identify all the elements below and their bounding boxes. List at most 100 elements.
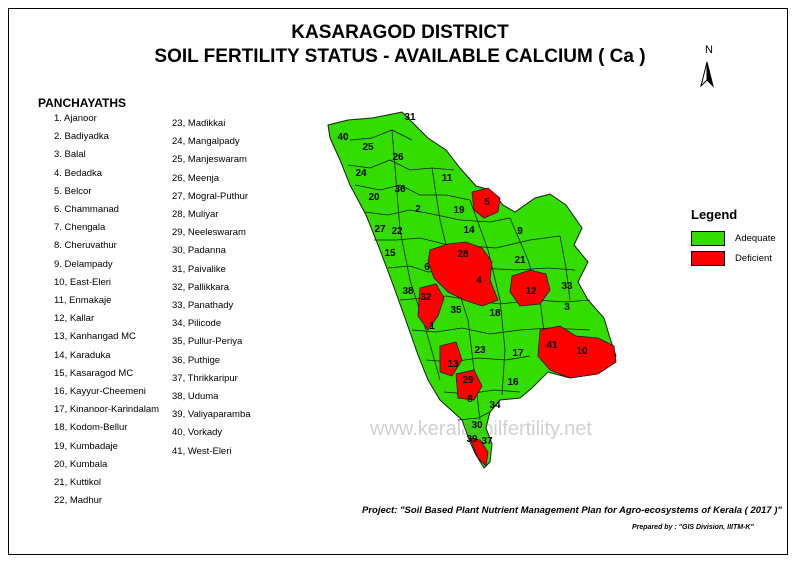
legend-swatch-deficient [691,251,725,266]
region-29 [455,369,483,401]
region-label-27: 27 [374,224,386,235]
panchayath-entry: 30, Padanna [172,245,226,257]
region-label-3: 3 [564,302,570,313]
panchayath-entry: 5. Belcor [54,185,92,197]
panchayath-entry: 39, Valiyaparamba [172,409,251,421]
region-label-12: 12 [525,286,537,297]
panchayath-entry: 19, Kumbadaje [54,440,118,452]
panchayath-entry: 24, Mangalpady [172,136,240,148]
region-label-9: 9 [517,226,523,237]
panchayath-entry: 37, Thrikkaripur [172,372,238,384]
panchayath-entry: 18, Kodom-Bellur [54,422,128,434]
prepared-by: Prepared by : "GIS Division, IIITM-K" [632,524,754,531]
legend-label-adequate: Adequate [735,233,776,245]
watermark: www.keralasoilfertility.net [370,418,592,440]
region-label-35: 35 [450,305,462,316]
map-title: KASARAGOD DISTRICT [291,22,509,43]
region-label-4: 4 [476,275,482,286]
region-label-23: 23 [474,345,486,356]
region-label-26: 26 [392,152,404,163]
region-label-36: 36 [394,184,406,195]
region-label-10: 10 [576,346,588,357]
panchayaths-heading: PANCHAYATHS [38,96,127,110]
panchayath-entry: 17, Kinanoor-Karindalam [54,404,160,416]
panchayath-entry: 32, Pallikkara [172,281,230,293]
map-frame [8,8,788,555]
region-label-15: 15 [384,248,396,259]
region-32 [417,283,445,331]
panchayath-entry: 34, Pilicode [172,318,222,330]
region-28-4 [427,241,499,307]
panchayath-entry: 23, Madikkai [172,118,226,129]
region-label-14: 14 [463,225,475,236]
region-label-16: 16 [507,377,519,388]
panchayath-entry: 4. Bedadka [54,167,103,179]
panchayath-entry: 36, Puthige [172,354,221,366]
panchayath-entry: 35, Pullur-Periya [172,336,243,348]
region-label-24: 24 [355,168,367,179]
region-label-21: 21 [514,255,526,266]
legend-label-deficient: Deficient [735,253,772,265]
panchayath-entry: 11, Enmakaje [54,295,112,307]
panchayath-entry: 26, Meenja [172,172,220,184]
panchayath-entry: 40, Vorkady [172,427,223,439]
deficient-regions [417,187,617,467]
region-label-20: 20 [368,192,380,203]
region-label-22: 22 [391,226,403,237]
legend-item-deficient: Deficient [691,251,772,266]
region-label-32: 32 [420,292,432,303]
region-label-28: 28 [457,249,469,260]
region-13 [439,341,463,377]
region-coastal-strip [469,437,489,467]
panchayath-list-col1: 1. Ajanoor 2. Badiyadka 3. Balal 4. Bedadka… [54,110,159,510]
legend-swatch-adequate [691,231,725,246]
region-label-2: 2 [415,204,421,215]
region-label-5: 5 [484,197,490,208]
panchayath-entry: 12, Kallar [54,313,95,325]
region-label-1: 1 [429,321,435,332]
panchayath-entry: 10, East-Eleri [54,276,112,288]
panchayath-entry: 38, Uduma [172,391,219,403]
region-label-30: 30 [471,420,483,431]
region-label-33: 33 [561,281,573,292]
region-label-39: 39 [466,434,478,445]
panchayath-entry: 8. Cheruvathur [54,240,117,252]
panchayath-entry: 22, Madhur [54,495,103,507]
region-5 [471,187,501,219]
region-41-10 [537,325,617,379]
region-label-11: 11 [442,173,453,184]
north-arrow-icon [700,61,714,88]
panchayath-entry: 33, Panathady [172,300,234,312]
map-subtitle: SOIL FERTILITY STATUS - AVAILABLE CALCIU… [154,46,646,67]
region-label-37: 37 [481,436,493,447]
region-label-41: 41 [546,340,558,351]
panchayath-entry: 27, Mogral-Puthur [172,190,249,202]
region-label-29: 29 [462,375,474,386]
region-label-34: 34 [489,400,501,411]
panchayath-entry: 25, Manjeswaram [172,154,247,166]
panchayath-entry: 16, Kayyur-Cheemeni [54,386,146,398]
region-label-31: 31 [404,112,416,123]
panchayath-entry: 2. Badiyadka [54,131,109,143]
panchayath-entry: 21, Kuttikol [54,477,101,489]
panchayath-entry: 9. Delampady [54,258,113,270]
north-label: N [705,44,713,56]
region-12 [509,269,551,307]
panchayath-entry: 31, Paivalike [172,263,226,275]
region-label-13: 13 [447,359,459,370]
panchayath-list-col2: 23, Madikkai 24, Mangalpady 25, Manjeswara… [172,115,251,461]
panchayath-entry: 13, Kanhangad MC [54,331,136,343]
region-label-8: 8 [467,394,473,405]
region-label-38: 38 [402,286,414,297]
panchayath-entry: 14, Karaduka [54,349,111,361]
panchayath-entry: 6. Chammanad [54,204,119,216]
region-label-25: 25 [362,142,374,153]
panchayath-entry: 20, Kumbala [54,458,108,470]
region-label-40: 40 [337,132,349,143]
project-credit: Project: "Soil Based Plant Nutrient Mana… [362,505,782,516]
region-label-18: 18 [489,308,501,319]
panchayath-entry: 3. Balal [54,149,86,161]
panchayath-entry: 1. Ajanoor [54,113,97,124]
